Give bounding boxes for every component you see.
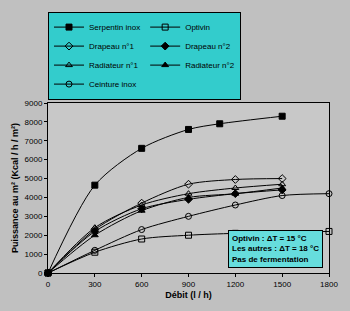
svg-text:8000: 8000: [25, 118, 43, 127]
svg-text:7000: 7000: [25, 137, 43, 146]
svg-text:3000: 3000: [25, 212, 43, 221]
svg-text:6000: 6000: [25, 155, 43, 164]
svg-text:Radiateur n°2: Radiateur n°2: [185, 61, 235, 70]
svg-text:4000: 4000: [25, 193, 43, 202]
svg-text:0: 0: [46, 280, 51, 289]
svg-text:1800: 1800: [320, 280, 338, 289]
svg-text:1000: 1000: [25, 250, 43, 259]
svg-text:Puissance au m² (Kcal / h / m²: Puissance au m² (Kcal / h / m²): [10, 123, 20, 253]
svg-text:900: 900: [182, 280, 196, 289]
svg-text:Ceinture inox: Ceinture inox: [89, 80, 136, 89]
svg-text:Drapeau n°2: Drapeau n°2: [185, 42, 231, 51]
svg-text:5000: 5000: [25, 174, 43, 183]
svg-text:Drapeau n°1: Drapeau n°1: [89, 42, 135, 51]
svg-text:2000: 2000: [25, 231, 43, 240]
svg-text:1200: 1200: [226, 280, 244, 289]
svg-text:300: 300: [88, 280, 102, 289]
svg-text:Optivin: Optivin: [185, 23, 210, 32]
svg-text:9000: 9000: [25, 99, 43, 108]
svg-text:Débit (l / h): Débit (l / h): [165, 290, 212, 300]
svg-text:Optivin : ΔT = 15 °CLes autres: Optivin : ΔT = 15 °CLes autres : ΔT = 18…: [232, 234, 319, 264]
svg-text:1500: 1500: [273, 280, 291, 289]
svg-text:0: 0: [38, 269, 43, 278]
svg-text:Serpentin inox: Serpentin inox: [89, 23, 140, 32]
svg-text:600: 600: [135, 280, 149, 289]
svg-text:Radiateur n°1: Radiateur n°1: [89, 61, 139, 70]
